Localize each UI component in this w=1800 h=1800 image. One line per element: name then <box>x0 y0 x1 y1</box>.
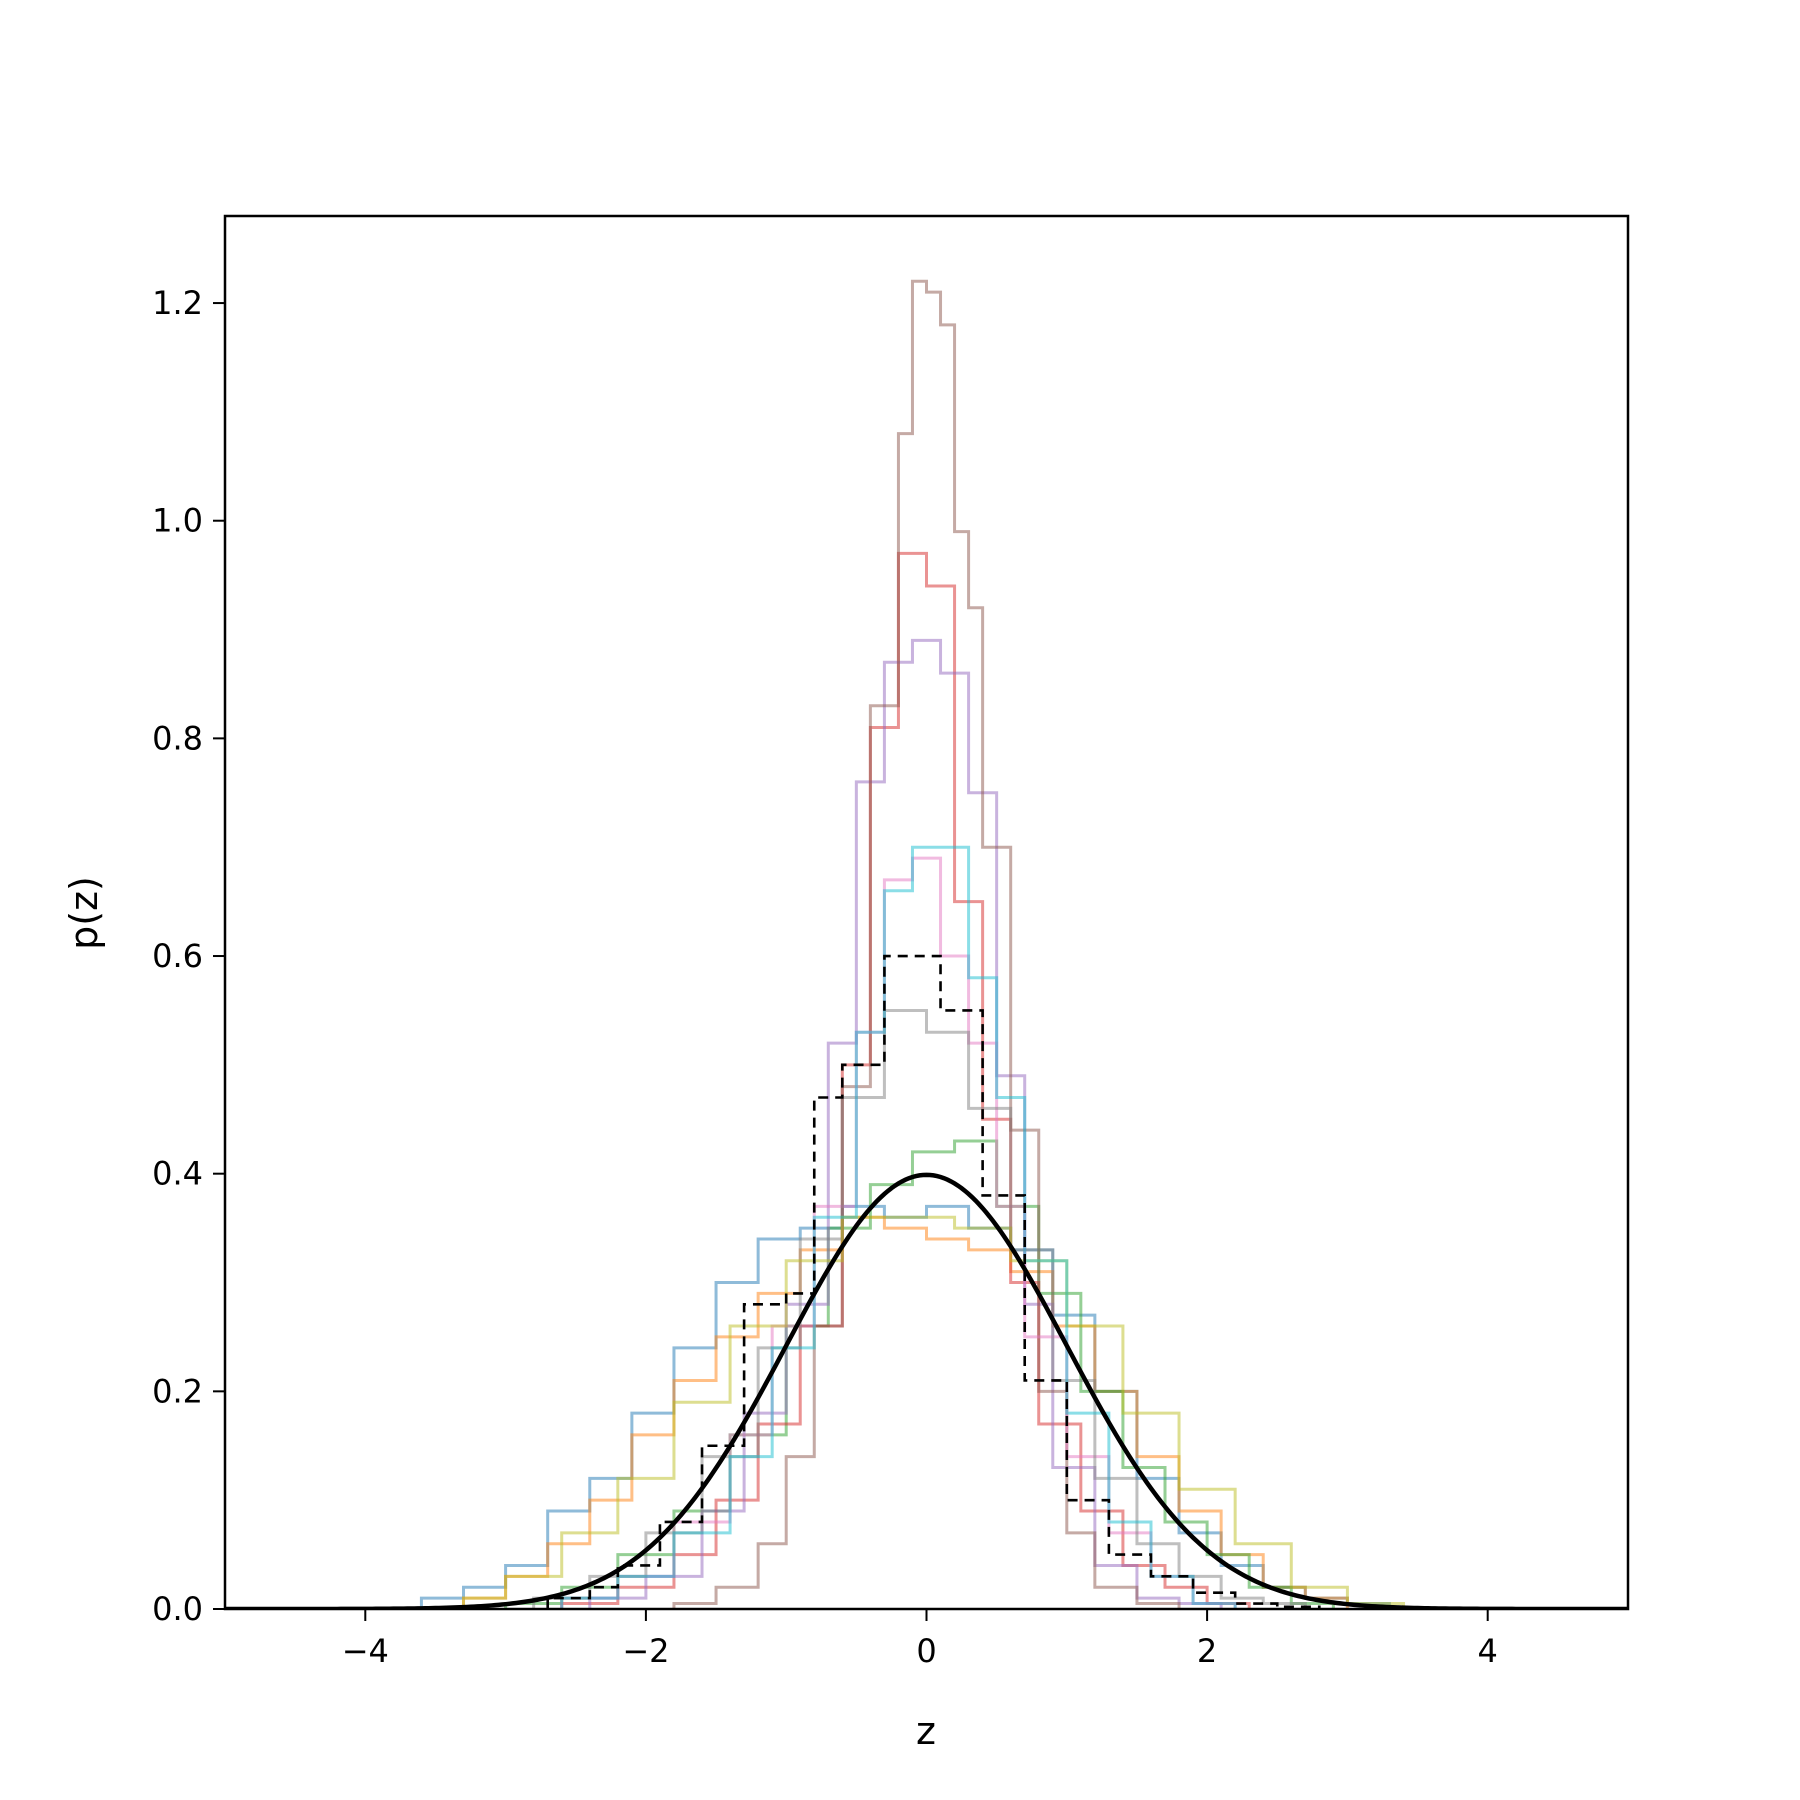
y-tick-label: 0.0 <box>152 1590 203 1628</box>
y-axis-label: p(z) <box>62 876 106 950</box>
y-axis: 0.0 0.2 0.4 0.6 0.8 1.0 1.2 <box>152 284 225 1628</box>
x-tick-label: 0 <box>916 1632 936 1670</box>
x-tick-label: −2 <box>622 1632 669 1670</box>
histogram-series-2 <box>462 1215 1349 1609</box>
histogram-series-4 <box>560 551 1251 1609</box>
y-tick-label: 0.6 <box>152 937 203 975</box>
x-tick-label: 4 <box>1478 1632 1498 1670</box>
x-axis-label: z <box>916 1709 936 1753</box>
y-tick-label: 1.0 <box>152 502 203 540</box>
histogram-series-5 <box>588 638 1223 1609</box>
y-tick-label: 1.2 <box>152 284 203 322</box>
y-tick-label: 0.8 <box>152 719 203 757</box>
y-tick-label: 0.2 <box>152 1372 203 1410</box>
x-axis: −4 −2 0 2 4 <box>342 1609 1498 1670</box>
x-tick-label: 2 <box>1197 1632 1217 1670</box>
histogram-series-6 <box>672 279 1181 1609</box>
histogram-series-dashed <box>546 954 1321 1609</box>
series-layer <box>419 279 1406 1609</box>
histogram-series-10 <box>560 845 1237 1609</box>
histogram-series-7 <box>560 856 1237 1609</box>
y-tick-label: 0.4 <box>152 1155 203 1193</box>
normal-pdf-curve <box>225 1172 1628 1609</box>
x-tick-label: −4 <box>342 1632 389 1670</box>
histogram-series-9 <box>462 1215 1406 1609</box>
reference-layer <box>225 1172 1628 1609</box>
